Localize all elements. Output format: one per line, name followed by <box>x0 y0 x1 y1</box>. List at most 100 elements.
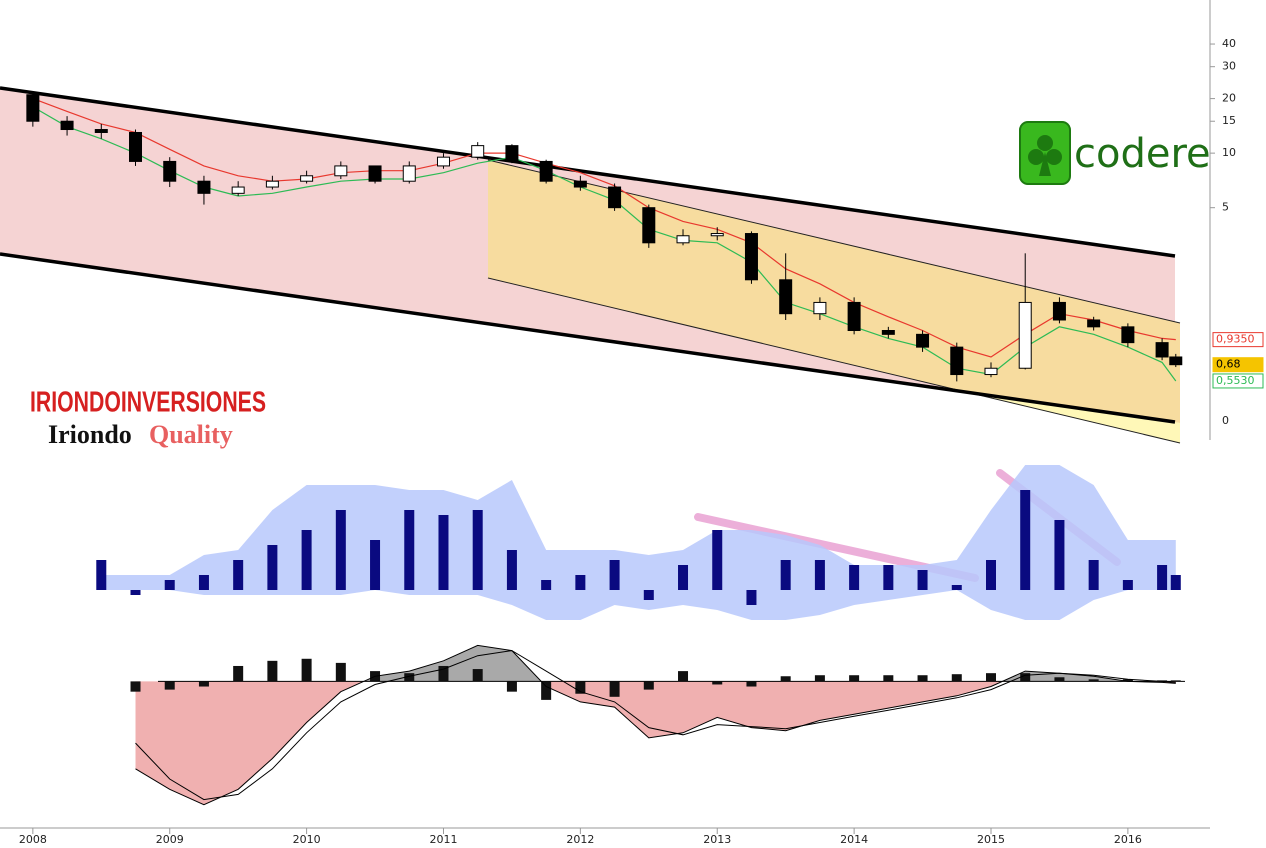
candle-body <box>197 180 211 194</box>
bar <box>267 660 278 682</box>
bar <box>883 675 894 682</box>
y-tick-label: 10 <box>1222 146 1236 159</box>
bar <box>951 585 962 590</box>
candle-body <box>402 165 416 182</box>
candle-body <box>60 120 74 131</box>
bar <box>917 675 928 682</box>
bar <box>335 510 346 590</box>
watermark-sub: Quality <box>149 420 233 449</box>
trend-line <box>0 252 1176 424</box>
candle-body <box>539 160 553 182</box>
bar <box>575 681 586 694</box>
candle-body <box>231 186 245 194</box>
x-tick-label: 2008 <box>19 833 47 846</box>
candle-body <box>300 175 314 182</box>
x-tick-label: 2011 <box>429 833 457 846</box>
bar <box>130 590 141 595</box>
bar <box>404 510 415 590</box>
candle-body <box>676 235 690 244</box>
brand-logo: codere <box>1019 121 1211 185</box>
bar <box>164 580 175 590</box>
bar <box>233 560 244 590</box>
bar <box>1157 565 1168 590</box>
candle-body <box>265 180 279 188</box>
macd-line <box>135 650 1176 801</box>
bar <box>198 575 209 590</box>
bar <box>164 681 175 690</box>
candle-body <box>94 129 108 133</box>
bar <box>404 673 415 682</box>
candle-body <box>163 160 177 182</box>
bar <box>917 570 928 590</box>
bar <box>1020 490 1031 590</box>
candle-body <box>334 165 348 177</box>
band <box>101 465 1176 620</box>
candle-body <box>1169 356 1183 366</box>
candle-body <box>950 346 964 376</box>
bar <box>1122 679 1133 682</box>
bar <box>472 510 483 590</box>
bar <box>678 671 689 682</box>
bar <box>780 560 791 590</box>
bar <box>1170 680 1181 682</box>
candle-body <box>916 333 930 348</box>
candle-body <box>129 131 143 162</box>
bar <box>780 676 791 682</box>
bar <box>472 669 483 682</box>
candle-body <box>642 207 656 244</box>
logo-icon <box>1046 149 1062 165</box>
candle-body <box>26 94 40 122</box>
bar <box>198 681 209 687</box>
x-tick-label: 2013 <box>703 833 731 846</box>
candle-body <box>573 180 587 188</box>
x-tick-label: 2014 <box>840 833 868 846</box>
bar <box>712 681 723 685</box>
candle-body <box>710 233 724 237</box>
bar <box>712 530 723 590</box>
x-tick-label: 2015 <box>977 833 1005 846</box>
bar <box>96 560 107 590</box>
bar <box>130 681 141 692</box>
bar <box>575 575 586 590</box>
bar <box>814 675 825 682</box>
channel-line <box>487 277 1181 444</box>
axis-note: 0 <box>1222 414 1229 427</box>
candle-body <box>368 165 382 182</box>
bar <box>1088 679 1099 682</box>
candle-body <box>436 156 450 167</box>
logo-icon <box>1037 135 1053 151</box>
candle-body <box>1155 342 1169 358</box>
bar <box>609 681 620 697</box>
area-below <box>135 681 1176 805</box>
bar <box>746 681 757 687</box>
bar <box>643 590 654 600</box>
last-value-tag <box>1212 373 1264 389</box>
y-tick-label: 20 <box>1222 92 1236 105</box>
bar <box>1170 575 1181 590</box>
bar <box>233 665 244 682</box>
candle-body <box>1087 319 1101 328</box>
bar <box>985 673 996 682</box>
candle-body <box>608 186 622 209</box>
last-value-label: 0,68 <box>1216 358 1241 371</box>
bar <box>541 580 552 590</box>
trend-line <box>0 86 1176 258</box>
bar <box>951 674 962 682</box>
y-tick-label: 30 <box>1222 60 1236 73</box>
brand-text: codere <box>1074 131 1211 177</box>
bar <box>883 565 894 590</box>
y-tick-label: 40 <box>1222 37 1236 50</box>
bar <box>1157 680 1168 682</box>
bar <box>438 515 449 590</box>
last-value-label: 0,5530 <box>1216 374 1255 387</box>
candle-body <box>847 301 861 332</box>
y-tick-label: 15 <box>1222 114 1236 127</box>
bar <box>506 550 517 590</box>
candle-body <box>1052 301 1066 321</box>
bar <box>609 560 620 590</box>
bar <box>678 565 689 590</box>
bar <box>849 675 860 682</box>
candle-body <box>779 279 793 315</box>
watermark-sub: Iriondo <box>48 420 132 449</box>
